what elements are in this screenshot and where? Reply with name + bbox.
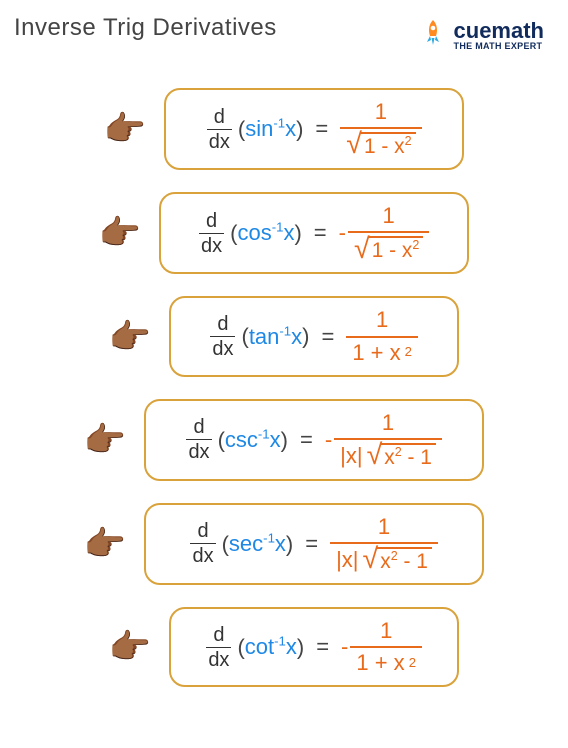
inverse-function: (cos-1x) <box>230 220 302 246</box>
inverse-function: (sin-1x) <box>238 116 304 142</box>
formula-card: ddx(cot-1x)=-11 + x2 <box>169 607 459 687</box>
derivative-result: 1|x|√x2 - 1 <box>330 515 438 573</box>
inverse-function: (cot-1x) <box>237 634 304 660</box>
formula-row: 👉🏾 ddx (csc-1x)=-1|x|√x2 - 1 <box>84 399 484 481</box>
page-title: Inverse Trig Derivatives <box>14 14 277 42</box>
formula-card: ddx(tan-1x)=11 + x2 <box>169 296 459 376</box>
square-root: √1 - x2 <box>354 236 423 262</box>
formula-card: ddx (sec-1x)=1|x|√x2 - 1 <box>144 503 484 585</box>
square-root: √x2 - 1 <box>367 443 436 469</box>
negative-sign: - <box>339 220 348 246</box>
equals-sign: = <box>294 427 319 453</box>
rocket-icon <box>418 18 448 53</box>
negative-sign: - <box>341 634 350 660</box>
equals-sign: = <box>315 324 340 350</box>
logo-main: cuemath <box>454 20 544 42</box>
ddx-operator: ddx <box>210 314 235 359</box>
derivative-result: -1√1 - x2 <box>339 204 430 262</box>
ddx-operator: ddx <box>206 625 231 670</box>
equals-sign: = <box>299 531 324 557</box>
formula-list: 👉🏾ddx(sin-1x)=1√1 - x2👉🏾ddx(cos-1x)=-1√1… <box>0 88 568 687</box>
pointing-hand-icon: 👉🏾 <box>84 527 126 561</box>
formula-row: 👉🏾 ddx(cot-1x)=-11 + x2 <box>109 607 459 687</box>
pointing-hand-icon: 👉🏾 <box>109 630 151 664</box>
formula-row: 👉🏾 ddx(sin-1x)=1√1 - x2 <box>104 88 464 170</box>
pointing-hand-icon: 👉🏾 <box>104 112 146 146</box>
ddx-operator: ddx <box>190 521 215 566</box>
square-root: √1 - x2 <box>346 132 415 158</box>
logo: cuemath THE MATH EXPERT <box>418 18 544 53</box>
formula-row: 👉🏾 ddx (sec-1x)=1|x|√x2 - 1 <box>84 503 484 585</box>
derivative-result: 11 + x2 <box>346 308 418 364</box>
inverse-function: (csc-1x) <box>218 427 288 453</box>
formula-card: ddx(sin-1x)=1√1 - x2 <box>164 88 464 170</box>
square-root: √x2 - 1 <box>363 547 432 573</box>
pointing-hand-icon: 👉🏾 <box>99 216 141 250</box>
logo-sub: THE MATH EXPERT <box>454 42 544 51</box>
ddx-operator: ddx <box>207 107 232 152</box>
formula-row: 👉🏾 ddx(cos-1x)=-1√1 - x2 <box>99 192 469 274</box>
equals-sign: = <box>310 634 335 660</box>
ddx-operator: ddx <box>186 417 211 462</box>
formula-card: ddx(cos-1x)=-1√1 - x2 <box>159 192 469 274</box>
derivative-result: 1√1 - x2 <box>340 100 421 158</box>
formula-row: 👉🏾 ddx(tan-1x)=11 + x2 <box>109 296 459 376</box>
formula-card: ddx (csc-1x)=-1|x|√x2 - 1 <box>144 399 484 481</box>
derivative-result: -1|x|√x2 - 1 <box>325 411 442 469</box>
ddx-operator: ddx <box>199 211 224 256</box>
pointing-hand-icon: 👉🏾 <box>109 320 151 354</box>
pointing-hand-icon: 👉🏾 <box>84 423 126 457</box>
inverse-function: (tan-1x) <box>241 323 309 349</box>
derivative-result: -11 + x2 <box>341 619 422 675</box>
equals-sign: = <box>308 220 333 246</box>
negative-sign: - <box>325 427 334 453</box>
equals-sign: = <box>309 116 334 142</box>
inverse-function: (sec-1x) <box>222 531 294 557</box>
